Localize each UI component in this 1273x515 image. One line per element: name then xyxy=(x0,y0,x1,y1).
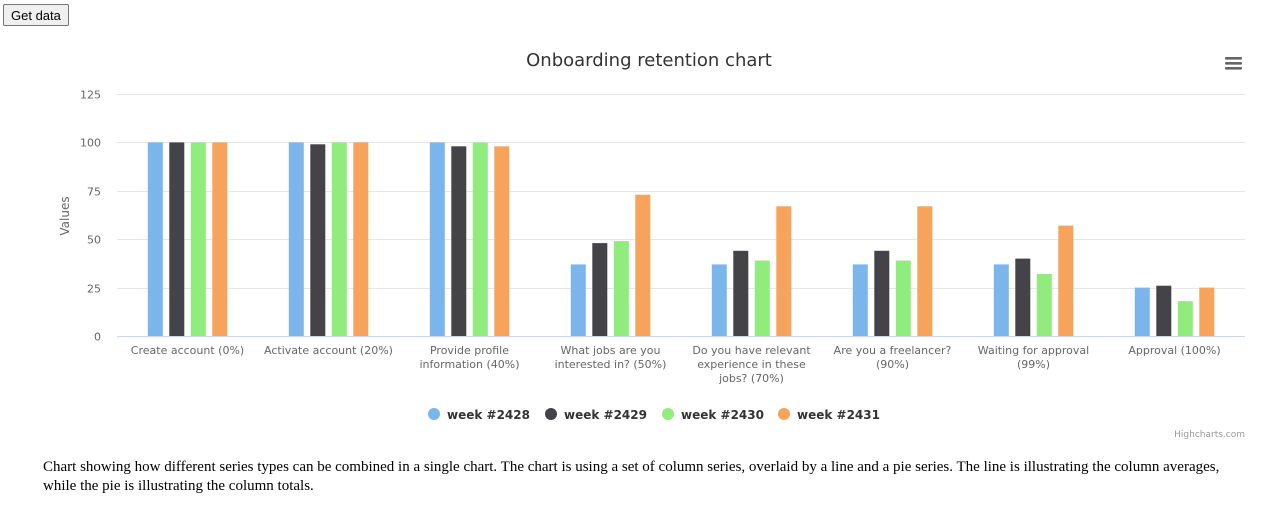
legend-symbol xyxy=(545,408,557,420)
retention-column-chart: Onboarding retention chart 0 25 50 75 100 125… xyxy=(58,50,1248,440)
credits-link[interactable]: Highcharts.com xyxy=(1174,430,1245,440)
bar[interactable] xyxy=(472,142,488,336)
y-axis-ticks: 0 25 50 75 100 125 xyxy=(80,89,101,344)
y-tick-label: 25 xyxy=(87,283,101,296)
legend-symbol xyxy=(778,408,790,420)
bar[interactable] xyxy=(874,250,890,336)
bar[interactable] xyxy=(852,264,868,336)
legend-item[interactable]: week #2428 xyxy=(428,408,530,422)
x-tick-label: Are you a freelancer? (90%) xyxy=(834,344,952,371)
y-tick-label: 0 xyxy=(94,331,101,344)
y-tick-label: 125 xyxy=(80,89,101,102)
bar[interactable] xyxy=(592,243,608,336)
y-axis-title: Values xyxy=(58,196,72,235)
bar[interactable] xyxy=(711,264,727,336)
get-data-button[interactable]: Get data xyxy=(3,4,69,26)
bar[interactable] xyxy=(1134,287,1150,336)
bar[interactable] xyxy=(613,241,629,336)
legend-item[interactable]: week #2429 xyxy=(545,408,647,422)
y-tick-label: 100 xyxy=(80,137,101,150)
bar[interactable] xyxy=(331,142,347,336)
bar[interactable] xyxy=(1177,301,1193,336)
x-tick-label: Approval (100%) xyxy=(1128,344,1220,357)
bars xyxy=(147,142,1215,337)
bar[interactable] xyxy=(353,142,369,336)
bar[interactable] xyxy=(147,142,163,336)
bar[interactable] xyxy=(1199,287,1215,336)
bar[interactable] xyxy=(733,250,749,336)
hamburger-menu-icon[interactable] xyxy=(1218,52,1248,76)
x-tick-label: Provide profile information (40%) xyxy=(419,344,519,371)
bar[interactable] xyxy=(895,260,911,337)
bar[interactable] xyxy=(635,194,651,336)
bar[interactable] xyxy=(212,142,228,336)
legend-symbol xyxy=(662,408,674,420)
bar[interactable] xyxy=(917,206,933,336)
bar[interactable] xyxy=(570,264,586,336)
legend: week #2428 week #2429 week #2430 week #2431 xyxy=(428,408,880,422)
bar[interactable] xyxy=(288,142,304,336)
bar[interactable] xyxy=(451,146,467,336)
y-tick-label: 50 xyxy=(87,234,101,247)
legend-label: week #2428 xyxy=(447,408,530,422)
bar[interactable] xyxy=(754,260,770,337)
bar[interactable] xyxy=(190,142,206,336)
x-tick-label: Activate account (20%) xyxy=(264,344,393,357)
bar[interactable] xyxy=(169,142,185,336)
legend-symbol xyxy=(428,408,440,420)
x-axis-labels: Create account (0%) Activate account (20%… xyxy=(131,344,1221,385)
x-tick-label: What jobs are you interested in? (50%) xyxy=(555,344,667,371)
gridlines xyxy=(117,94,1245,289)
x-tick-label: Waiting for approval (99%) xyxy=(978,344,1089,371)
bar[interactable] xyxy=(1058,225,1074,336)
bar[interactable] xyxy=(993,264,1009,336)
bar[interactable] xyxy=(494,146,510,336)
legend-item[interactable]: week #2431 xyxy=(778,408,880,422)
bar[interactable] xyxy=(1036,274,1052,336)
y-tick-label: 75 xyxy=(87,186,101,199)
bar[interactable] xyxy=(1156,285,1172,336)
bar[interactable] xyxy=(776,206,792,336)
legend-label: week #2430 xyxy=(681,408,764,422)
bar[interactable] xyxy=(310,144,326,336)
bar[interactable] xyxy=(1015,258,1031,336)
bar[interactable] xyxy=(429,142,445,336)
x-tick-label: Create account (0%) xyxy=(131,344,244,357)
x-tick-label: Do you have relevant experience in these j… xyxy=(692,344,811,385)
legend-item[interactable]: week #2430 xyxy=(662,408,764,422)
legend-label: week #2429 xyxy=(564,408,647,422)
legend-label: week #2431 xyxy=(797,408,880,422)
chart-title: Onboarding retention chart xyxy=(526,50,772,71)
chart-description: Chart showing how different series types… xyxy=(43,459,1220,494)
